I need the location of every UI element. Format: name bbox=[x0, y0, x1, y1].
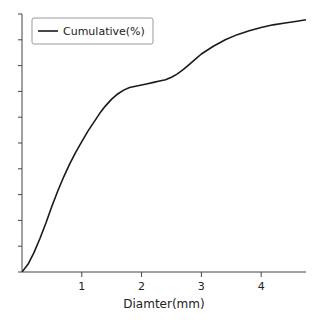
y-tick bbox=[18, 246, 22, 247]
x-tick bbox=[141, 272, 142, 277]
y-tick bbox=[18, 65, 22, 66]
x-tick-label: 3 bbox=[198, 280, 205, 293]
series-line bbox=[22, 20, 306, 272]
x-tick bbox=[81, 272, 82, 277]
chart-container: 1 2 3 4 Diamter(mm) Cumulative(%) bbox=[0, 0, 320, 320]
legend-swatch bbox=[38, 30, 58, 32]
x-tick bbox=[201, 272, 202, 277]
x-axis-line bbox=[22, 272, 306, 273]
x-ticks: 1 2 3 4 bbox=[78, 272, 264, 293]
x-tick-label: 4 bbox=[258, 280, 265, 293]
y-tick bbox=[18, 143, 22, 144]
legend-box bbox=[32, 18, 153, 44]
y-tick bbox=[18, 91, 22, 92]
y-tick bbox=[18, 194, 22, 195]
y-tick bbox=[18, 14, 22, 15]
x-tick-label: 2 bbox=[138, 280, 145, 293]
x-axis-label: Diamter(mm) bbox=[123, 297, 204, 311]
x-tick-label: 1 bbox=[78, 280, 85, 293]
legend: Cumulative(%) bbox=[32, 18, 153, 44]
y-ticks bbox=[18, 14, 22, 272]
y-tick bbox=[18, 220, 22, 221]
chart-svg: 1 2 3 4 Diamter(mm) Cumulative(%) bbox=[0, 0, 320, 320]
x-tick bbox=[261, 272, 262, 277]
y-tick bbox=[18, 272, 22, 273]
y-tick bbox=[18, 117, 22, 118]
legend-label: Cumulative(%) bbox=[63, 25, 145, 38]
plot-area bbox=[22, 20, 306, 272]
y-tick bbox=[18, 39, 22, 40]
y-tick bbox=[18, 168, 22, 169]
